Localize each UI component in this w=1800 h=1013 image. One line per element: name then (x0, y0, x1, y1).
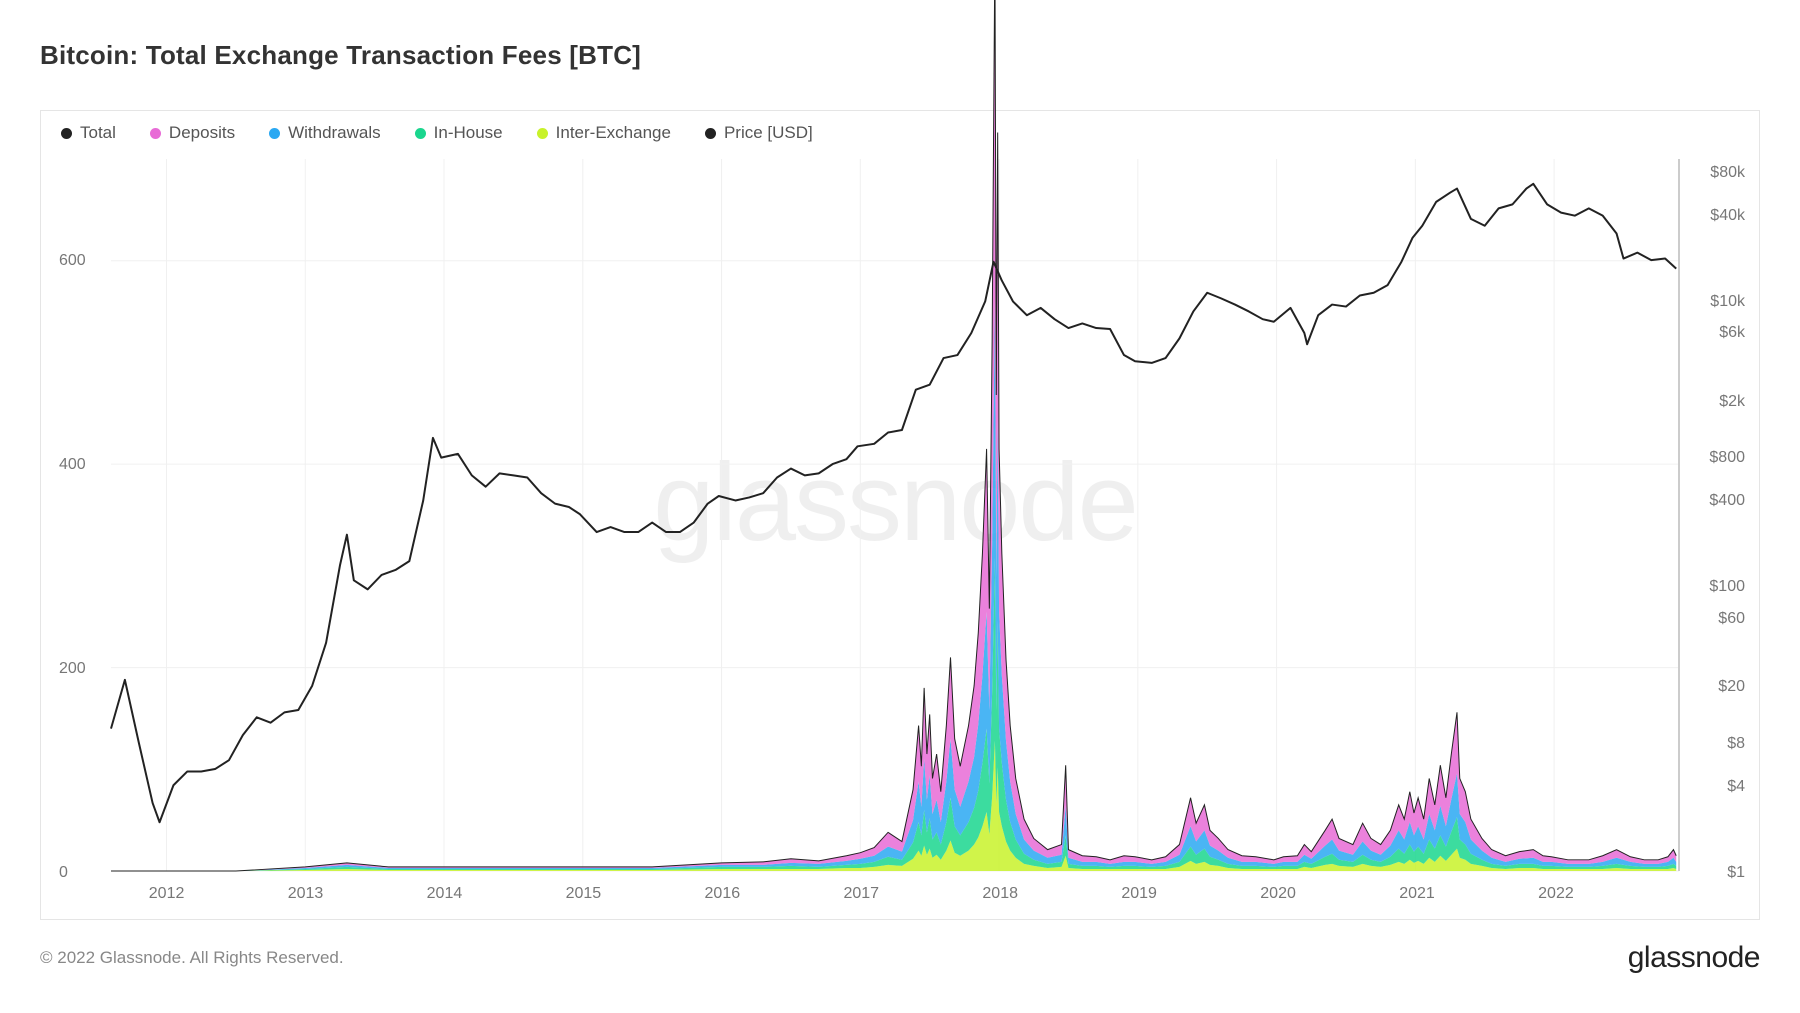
legend-swatch (705, 128, 716, 139)
chart-container: Total Deposits Withdrawals In-House Inter-Ex… (40, 110, 1760, 920)
price-line (111, 184, 1676, 822)
y-left-tick-label: 0 (59, 864, 68, 882)
y-left-tick-label: 400 (59, 456, 86, 474)
legend-label: Inter-Exchange (556, 123, 671, 143)
x-tick-label: 2018 (982, 885, 1018, 903)
x-tick-label: 2021 (1399, 885, 1435, 903)
y-right-tick-label: $8 (1727, 735, 1745, 753)
x-tick-label: 2012 (149, 885, 185, 903)
legend-item[interactable]: In-House (415, 123, 503, 143)
copyright-text: © 2022 Glassnode. All Rights Reserved. (40, 948, 344, 968)
brand-logo: glassnode (1628, 941, 1760, 975)
y-right-tick-label: $400 (1709, 492, 1745, 510)
x-tick-label: 2022 (1538, 885, 1574, 903)
x-tick-label: 2014 (427, 885, 463, 903)
legend-item[interactable]: Withdrawals (269, 123, 381, 143)
legend-label: In-House (434, 123, 503, 143)
y-right-tick-label: $80k (1710, 164, 1745, 182)
x-tick-label: 2013 (288, 885, 324, 903)
x-tick-label: 2016 (705, 885, 741, 903)
y-right-tick-label: $6k (1719, 324, 1745, 342)
y-right-tick-label: $60 (1718, 610, 1745, 628)
y-left-tick-label: 600 (59, 252, 86, 270)
y-right-tick-label: $100 (1709, 578, 1745, 596)
y-right-tick-label: $2k (1719, 393, 1745, 411)
legend-item[interactable]: Price [USD] (705, 123, 813, 143)
legend-swatch (150, 128, 161, 139)
legend-label: Deposits (169, 123, 235, 143)
legend-label: Withdrawals (288, 123, 381, 143)
plot-area: glassnode (111, 159, 1679, 871)
legend-label: Total (80, 123, 116, 143)
legend-item[interactable]: Inter-Exchange (537, 123, 671, 143)
y-right-tick-label: $4 (1727, 778, 1745, 796)
legend-swatch (415, 128, 426, 139)
legend-item[interactable]: Deposits (150, 123, 235, 143)
y-left-tick-label: 200 (59, 660, 86, 678)
y-right-tick-label: $800 (1709, 449, 1745, 467)
y-right-tick-label: $20 (1718, 678, 1745, 696)
legend: Total Deposits Withdrawals In-House Inter-Ex… (61, 123, 813, 143)
y-right-tick-label: $10k (1710, 293, 1745, 311)
legend-swatch (61, 128, 72, 139)
legend-item[interactable]: Total (61, 123, 116, 143)
x-tick-label: 2020 (1260, 885, 1296, 903)
legend-swatch (269, 128, 280, 139)
x-tick-label: 2015 (566, 885, 602, 903)
y-right-tick-label: $1 (1727, 864, 1745, 882)
footer: © 2022 Glassnode. All Rights Reserved. g… (40, 941, 1760, 975)
legend-swatch (537, 128, 548, 139)
y-right-tick-label: $40k (1710, 207, 1745, 225)
legend-label: Price [USD] (724, 123, 813, 143)
x-tick-label: 2019 (1121, 885, 1157, 903)
x-tick-label: 2017 (843, 885, 879, 903)
chart-title: Bitcoin: Total Exchange Transaction Fees… (40, 40, 641, 71)
